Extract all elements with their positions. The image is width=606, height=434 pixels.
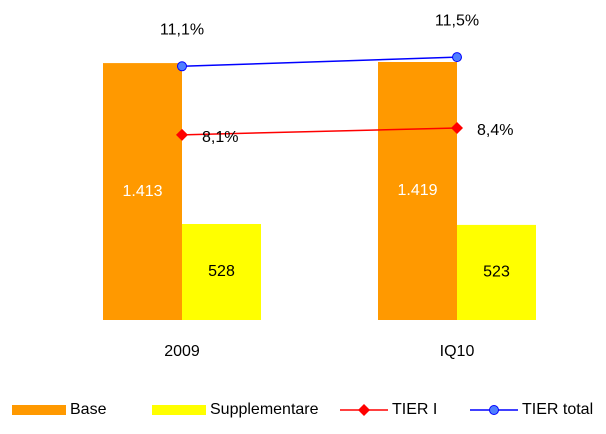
bar (103, 63, 182, 320)
line (181, 56, 458, 68)
line-label: 8,4% (477, 122, 513, 139)
line-marker (489, 405, 499, 415)
line-marker (358, 404, 370, 416)
x-tick-label: 2009 (164, 343, 200, 360)
bar (182, 224, 261, 320)
bar-label: 1.413 (122, 183, 162, 200)
legend-label: TIER I (392, 401, 437, 418)
line-marker (176, 128, 188, 141)
x-tick-label: IQ10 (440, 343, 475, 360)
legend-swatch (152, 405, 206, 415)
line-label: 8,1% (202, 129, 238, 146)
legend-label: TIER total (522, 401, 593, 418)
bar (378, 62, 457, 320)
line-label: 11,1% (160, 22, 204, 39)
line-marker (177, 61, 187, 72)
bar-label: 523 (483, 264, 510, 281)
line-label: 11,5% (435, 12, 479, 29)
legend-swatch (12, 405, 66, 415)
legend-label: Supplementare (210, 401, 319, 418)
bar-label: 528 (208, 263, 235, 280)
bar (457, 224, 536, 320)
line-marker (452, 52, 462, 63)
bar-label: 1.419 (397, 182, 437, 199)
legend-label: Base (70, 401, 107, 418)
line (181, 127, 458, 136)
line-marker (451, 122, 463, 134)
